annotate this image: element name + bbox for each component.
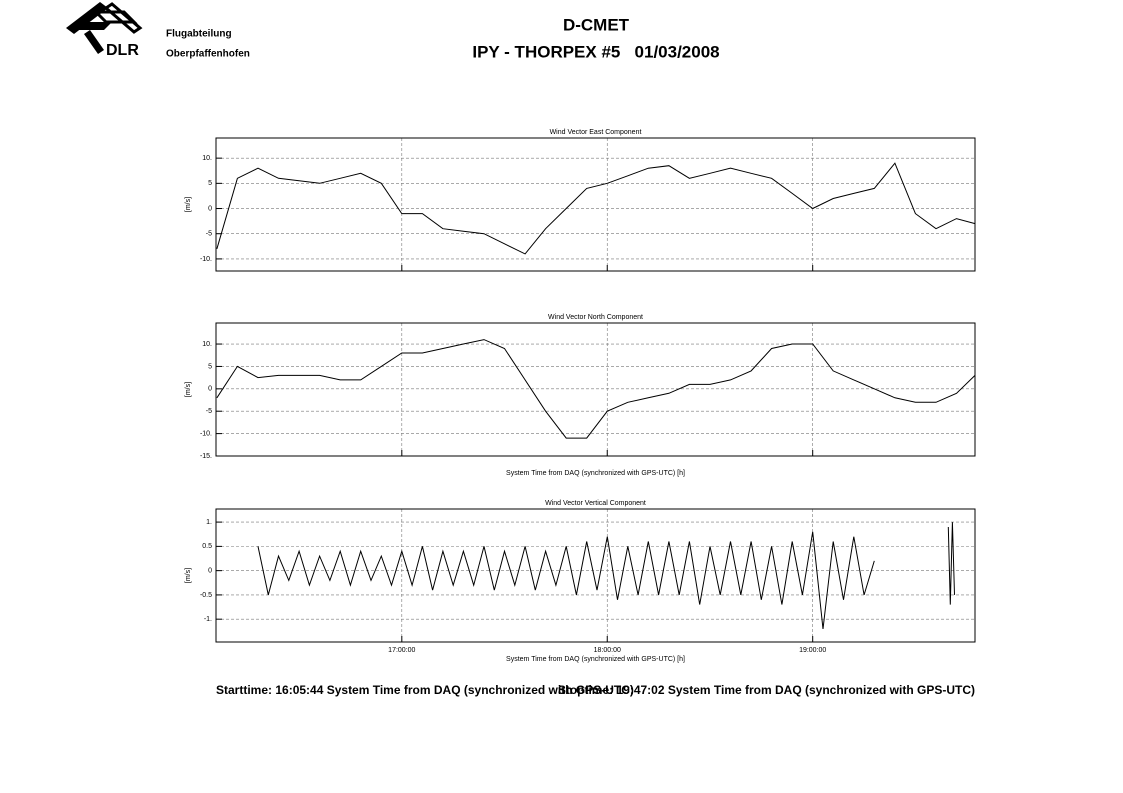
data-line: [216, 339, 976, 439]
y-tick-label: 1.: [206, 519, 212, 526]
y-tick-label: 0: [208, 386, 212, 393]
panel-title: Wind Vector Vertical Component: [545, 500, 646, 507]
plot-frame: [215, 322, 976, 457]
y-tick-label: 5: [208, 363, 212, 370]
y-tick-label: 10.: [202, 155, 212, 162]
y-tick-label: -1.: [204, 616, 212, 623]
y-axis-label: [m/s]: [185, 568, 192, 583]
x-axis-label: System Time from DAQ (synchronized with …: [506, 656, 685, 663]
logo-text: DLR: [106, 42, 139, 59]
y-tick-label: -10.: [200, 430, 212, 437]
y-tick-label: -15.: [200, 453, 212, 460]
y-tick-label: -5: [206, 231, 212, 238]
logo: [66, 2, 143, 54]
panel-title: Wind Vector North Component: [548, 314, 643, 321]
panel-title: Wind Vector East Component: [550, 129, 642, 136]
data-line: [257, 522, 955, 629]
y-tick-label: -0.5: [200, 592, 212, 599]
plot-frame: [215, 508, 976, 643]
subtitle: IPY - THORPEX #5 01/03/2008: [472, 42, 719, 61]
data-line: [216, 162, 976, 255]
plot-frame: [215, 137, 976, 272]
x-axis-label: System Time from DAQ (synchronized with …: [506, 470, 685, 477]
y-tick-label: -5: [206, 408, 212, 415]
title: D-CMET: [563, 15, 630, 34]
x-tick-label: 18:00:00: [594, 647, 621, 654]
y-axis-label: [m/s]: [185, 382, 192, 397]
y-tick-label: -10.: [200, 256, 212, 263]
x-tick-label: 19:00:00: [799, 647, 826, 654]
dept: Flugabteilung: [166, 29, 232, 40]
y-tick-label: 10.: [202, 341, 212, 348]
start-time: Starttime: 16:05:44 System Time from DAQ…: [216, 683, 634, 697]
y-axis-label: [m/s]: [185, 197, 192, 212]
y-tick-label: 0: [208, 567, 212, 574]
site: Oberpfaffenhofen: [166, 49, 250, 60]
y-tick-label: 5: [208, 180, 212, 187]
x-tick-label: 17:00:00: [388, 647, 415, 654]
y-tick-label: 0.5: [202, 543, 212, 550]
stop-time: Stoptime: 19:47:02 System Time from DAQ …: [558, 683, 975, 697]
y-tick-label: 0: [208, 205, 212, 212]
